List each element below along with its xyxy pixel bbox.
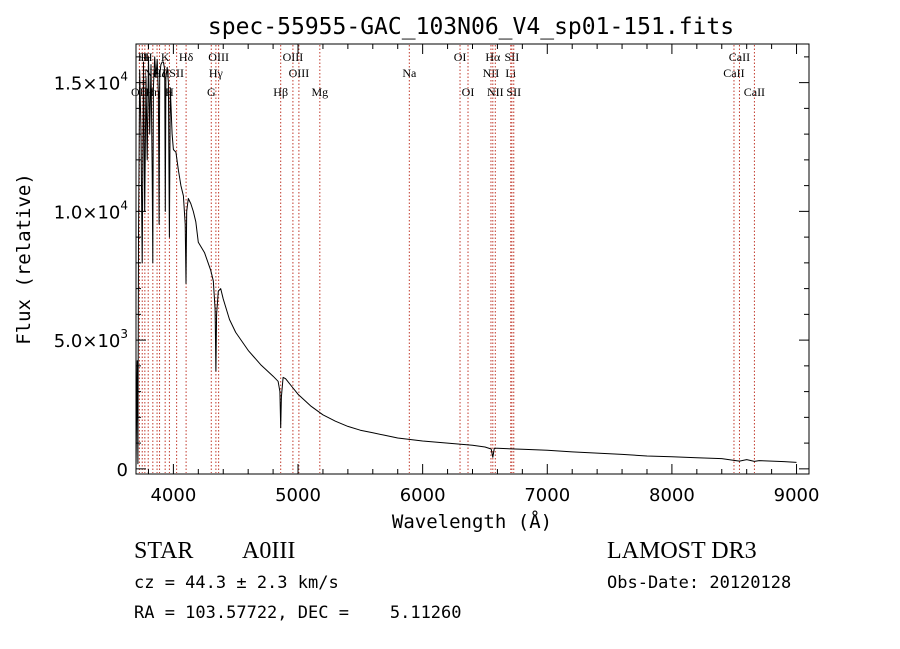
line-marker-label: NII [487, 85, 504, 99]
redshift-value: cz = 44.3 ± 2.3 km/s [134, 573, 339, 593]
line-marker-label: H [141, 50, 150, 64]
line-marker-label: SII [506, 85, 521, 99]
y-tick-label: 0 [117, 460, 128, 481]
line-marker-label: CaII [729, 50, 750, 64]
object-subclass: A0III [242, 538, 296, 564]
line-marker-label: OIII [283, 50, 304, 64]
survey-name: LAMOST DR3 [607, 538, 757, 564]
line-marker-label: K [161, 50, 170, 64]
line-marker-label: OIII [208, 50, 229, 64]
y-tick-exponent: 3 [120, 327, 128, 341]
line-marker-label: CaII [723, 66, 744, 80]
line-marker-label: CaII [744, 85, 765, 99]
chart-title: spec-55955-GAC_103N06_V4_sp01-151.fits [208, 14, 734, 40]
x-axis-label: Wavelength (Å) [392, 510, 552, 533]
line-marker-label: G [207, 85, 216, 99]
spectral-line-markers: OIIHHHHηNeIIIHζKHSIIHδGHγOIIIHβOIIIOIIIM… [131, 45, 765, 473]
spectrum-series [135, 56, 797, 469]
line-marker-label: OI [454, 50, 467, 64]
line-marker-label: SII [169, 66, 184, 80]
x-tick-label: 6000 [400, 485, 446, 506]
x-tick-label: 9000 [774, 485, 820, 506]
line-marker-label: H [165, 85, 174, 99]
line-marker-label: Na [402, 66, 417, 80]
x-tick-label: 8000 [649, 485, 695, 506]
y-tick-label: 5.0×103 [54, 327, 128, 352]
line-marker-label: Hδ [179, 50, 194, 64]
y-axis: 0 5.0×103 1.0×104 1.5×104 [54, 56, 809, 481]
observation-date: Obs-Date: 20120128 [607, 573, 792, 593]
x-tick-label: 7000 [524, 485, 570, 506]
y-tick-label: 1.0×104 [54, 198, 128, 223]
coordinates: RA = 103.57722, DEC = 5.11260 [134, 603, 462, 623]
line-marker-label: Hβ [273, 85, 288, 99]
line-marker-label: H [138, 50, 147, 64]
y-tick-exponent: 4 [120, 70, 128, 84]
x-tick-label: 5000 [275, 485, 321, 506]
x-axis: 4000 5000 6000 7000 8000 9000 [147, 44, 820, 506]
x-tick-label: 4000 [150, 485, 196, 506]
line-marker-label: Mg [311, 85, 328, 99]
line-marker-label: SII [505, 50, 520, 64]
line-marker-label: Li [505, 66, 516, 80]
line-marker-label: NII [483, 66, 500, 80]
line-marker-label: Hα [485, 50, 501, 64]
line-marker-label: Hγ [209, 66, 224, 80]
plot-frame [135, 43, 810, 475]
y-tick-exponent: 4 [120, 198, 128, 212]
spectrum-line [135, 56, 797, 469]
y-axis-label: Flux (relative) [13, 173, 35, 345]
line-marker-label: OI [462, 85, 475, 99]
line-marker-label: OIII [289, 66, 310, 80]
y-tick-label: 1.5×104 [54, 70, 128, 95]
object-class: STAR [134, 538, 194, 564]
